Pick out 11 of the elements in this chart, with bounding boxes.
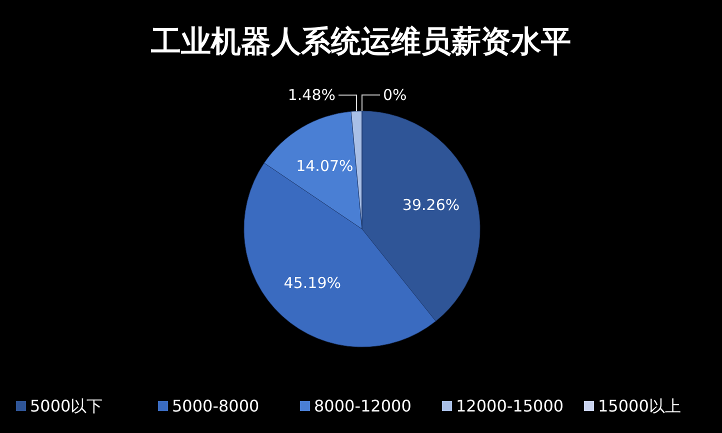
legend-label: 8000-12000 — [314, 396, 412, 416]
data-label: 14.07% — [296, 157, 354, 176]
chart-title: 工业机器人系统运维员薪资水平 — [150, 24, 571, 60]
legend-label: 12000-15000 — [456, 396, 564, 416]
data-label: 1.48% — [288, 86, 336, 104]
data-label: 39.26% — [402, 196, 460, 214]
legend-label: 15000以上 — [598, 396, 681, 416]
legend-label: 5000以下 — [30, 396, 103, 416]
text: 0% — [383, 86, 407, 104]
legend-label: 5000-8000 — [172, 396, 260, 416]
data-label: 45.19% — [284, 274, 342, 292]
